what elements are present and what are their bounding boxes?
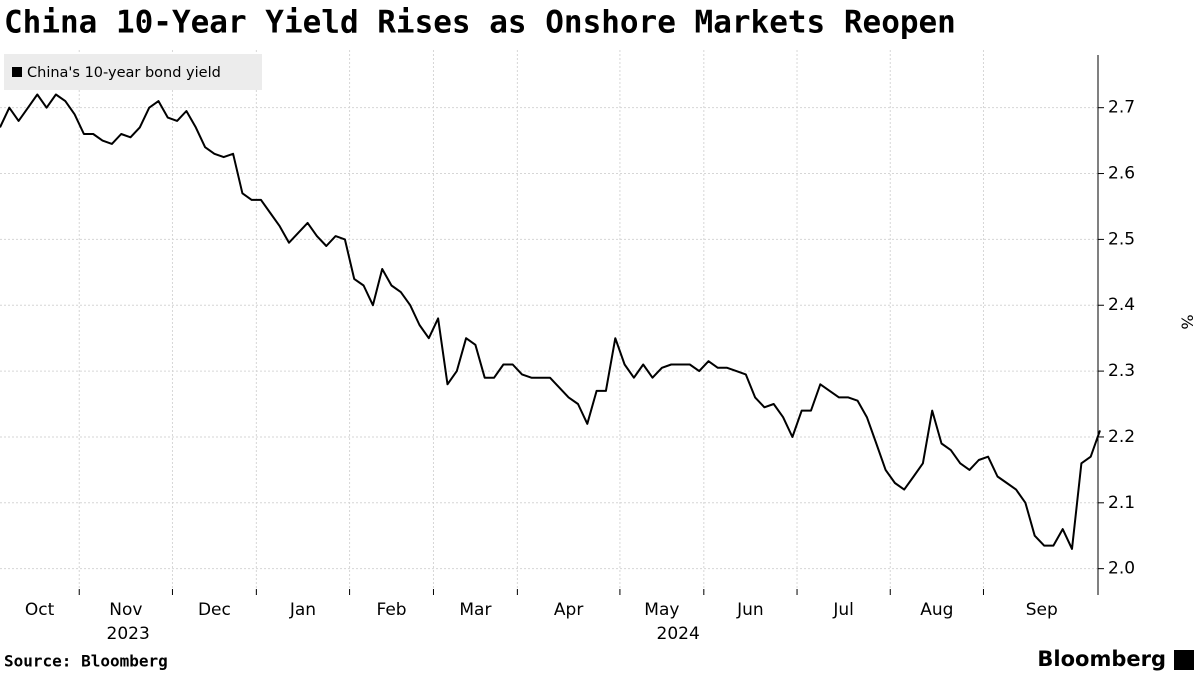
brand: Bloomberg bbox=[1037, 647, 1166, 671]
x-tick-label: Jun bbox=[736, 600, 764, 620]
y-tick-label: 2.2 bbox=[1108, 427, 1135, 447]
line bbox=[0, 93, 1101, 550]
chart-title: China 10-Year Yield Rises as Onshore Mar… bbox=[4, 5, 956, 41]
legend-box bbox=[4, 54, 262, 90]
x-group-label: 2024 bbox=[657, 624, 700, 644]
x-tick-label: Dec bbox=[198, 600, 231, 620]
x-tick-label: Sep bbox=[1026, 600, 1058, 620]
y-tick-label: 2.6 bbox=[1108, 164, 1135, 184]
legend-label: China's 10-year bond yield bbox=[27, 65, 221, 81]
x-tick-label: Apr bbox=[554, 600, 583, 620]
y-tick-label: 2.4 bbox=[1108, 295, 1135, 315]
x-tick-label: Nov bbox=[109, 600, 142, 620]
brand-icon bbox=[1174, 650, 1194, 670]
x-tick-label: May bbox=[644, 600, 679, 620]
x-tick-label: Mar bbox=[459, 600, 491, 620]
x-group-label: 2023 bbox=[107, 624, 150, 644]
y-tick-label: 2.3 bbox=[1108, 361, 1135, 381]
legend-swatch bbox=[12, 67, 22, 77]
y-tick-label: 2.7 bbox=[1108, 98, 1135, 118]
y-axis-label: % bbox=[1178, 314, 1197, 329]
y-tick-label: 2.1 bbox=[1108, 493, 1135, 513]
x-tick-label: Feb bbox=[376, 600, 406, 620]
x-tick-label: Jul bbox=[832, 600, 854, 620]
source: Source: Bloomberg bbox=[4, 652, 168, 671]
x-tick-label: Oct bbox=[25, 600, 55, 620]
x-tick-label: Jan bbox=[289, 600, 316, 620]
y-tick-label: 2.0 bbox=[1108, 559, 1135, 579]
y-tick-label: 2.5 bbox=[1108, 229, 1135, 249]
x-tick-label: Aug bbox=[920, 600, 953, 620]
